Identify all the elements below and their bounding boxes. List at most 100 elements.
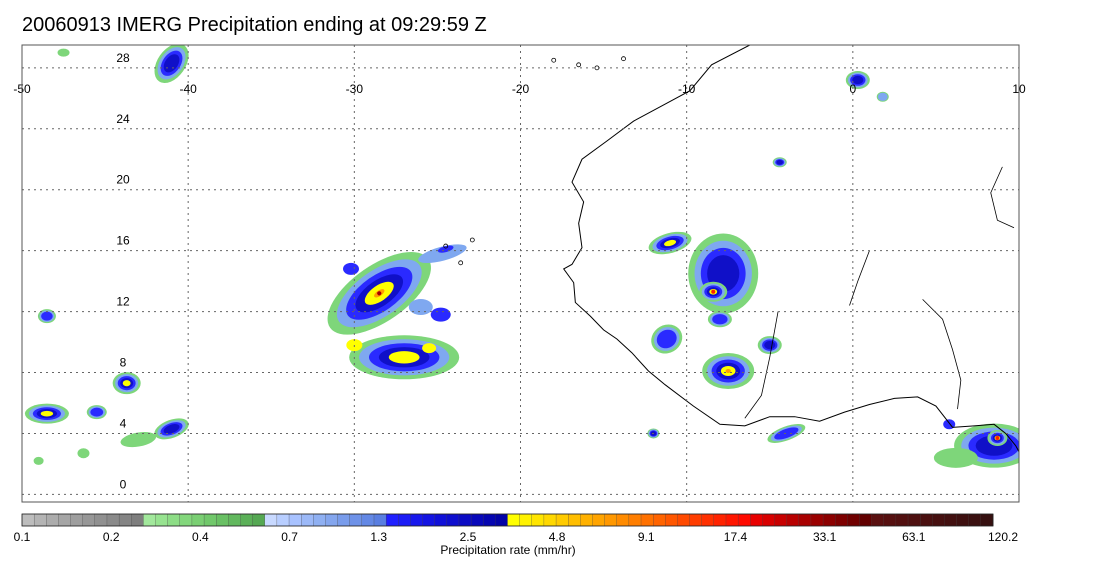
colorbar-swatch <box>895 513 909 527</box>
colorbar-swatch <box>762 513 775 527</box>
colorbar-swatch <box>191 513 205 527</box>
lat-tick-label: 16 <box>116 234 130 248</box>
colorbar-swatch <box>288 513 302 527</box>
colorbar-swatch <box>167 513 181 527</box>
rain-cell <box>725 368 731 373</box>
colorbar-swatch <box>276 513 290 527</box>
colorbar-tick-label: 0.4 <box>192 530 209 544</box>
rain-cell <box>422 343 437 354</box>
colorbar-swatch <box>446 513 460 527</box>
rain-cell <box>408 299 433 316</box>
colorbar-swatch <box>82 513 96 527</box>
coastline <box>443 45 1019 452</box>
colorbar-swatch <box>252 513 266 527</box>
colorbar-swatch <box>203 513 217 527</box>
colorbar-tick-label: 0.1 <box>14 530 31 544</box>
lat-tick-label: 28 <box>116 51 130 65</box>
colorbar-swatch <box>434 513 448 527</box>
rain-cell <box>774 427 799 440</box>
rain-cell <box>712 314 728 325</box>
colorbar-swatch <box>131 513 144 527</box>
colorbar-swatch <box>932 513 945 527</box>
colorbar-swatch <box>470 513 484 527</box>
colorbar-swatch <box>361 513 375 527</box>
rain-cell <box>343 262 360 275</box>
rain-cell <box>90 407 104 417</box>
colorbar-swatch <box>750 513 763 527</box>
inland-water-line <box>990 166 1015 229</box>
rain-cell <box>430 307 451 322</box>
island-outline <box>469 237 475 243</box>
colorbar-swatch <box>264 513 278 527</box>
colorbar-swatch <box>580 513 593 527</box>
colorbar-swatch <box>822 513 836 527</box>
rain-cell <box>77 448 90 459</box>
rain-cell <box>877 92 888 101</box>
colorbar-swatch <box>33 513 47 527</box>
rain-cell <box>852 75 864 85</box>
colorbar-swatch <box>495 513 508 527</box>
colorbar-swatch <box>216 513 229 527</box>
lon-tick-label: -30 <box>346 82 364 96</box>
rain-cell <box>664 239 677 247</box>
colorbar-frame <box>21 513 994 527</box>
colorbar-swatch <box>422 513 436 527</box>
colorbar-swatch <box>968 513 982 527</box>
colorbar-swatch <box>737 513 751 527</box>
colorbar-tick-label: 17.4 <box>724 530 748 544</box>
colorbar-label: Precipitation rate (mm/hr) <box>440 543 575 557</box>
colorbar-swatch <box>628 513 642 527</box>
colorbar-tick-label: 0.7 <box>281 530 298 544</box>
rain-cell <box>57 48 70 57</box>
colorbar-tick-label: 33.1 <box>813 530 837 544</box>
colorbar-swatch <box>956 513 970 527</box>
lon-tick-label: -10 <box>678 82 696 96</box>
rain-cell <box>163 424 180 434</box>
colorbar-swatch <box>410 513 423 527</box>
colorbar-swatch <box>944 513 958 527</box>
colorbar-swatch <box>507 513 521 527</box>
colorbar-swatch <box>349 513 363 527</box>
map-border <box>21 44 1020 503</box>
colorbar-swatch <box>118 513 132 527</box>
rain-cell <box>41 311 53 321</box>
colorbar-tick-label: 0.2 <box>103 530 120 544</box>
inland-water-line <box>744 311 779 419</box>
colorbar-swatch <box>70 513 84 527</box>
lon-tick-label: 0 <box>849 82 856 96</box>
colorbar-swatch <box>531 513 545 527</box>
colorbar-swatch <box>46 513 59 527</box>
colorbar-swatch <box>592 513 606 527</box>
colorbar-swatch <box>385 513 399 527</box>
colorbar-swatch <box>677 513 691 527</box>
colorbar-swatch <box>665 513 678 527</box>
colorbar-swatch <box>301 513 314 527</box>
colorbar-swatch <box>616 513 630 527</box>
colorbar-tick-label: 63.1 <box>902 530 926 544</box>
rain-cell <box>764 340 776 350</box>
colorbar-swatch <box>58 513 71 527</box>
lat-tick-label: 24 <box>116 112 130 126</box>
colorbar-swatch <box>786 513 800 527</box>
rain-cell <box>40 410 54 417</box>
graticule <box>22 45 1019 502</box>
colorbar-swatch <box>155 513 169 527</box>
colorbar-swatch <box>21 513 35 527</box>
island-outline <box>576 62 582 68</box>
colorbar-swatch <box>240 513 254 527</box>
colorbar: 0.1 0.2 0.4 0.7 1.3 2.5 4.8 9.1 17.4 33.1 63.1 120.… <box>14 513 1018 544</box>
colorbar-swatch <box>325 513 339 527</box>
colorbar-swatch <box>798 513 812 527</box>
colorbar-swatch <box>543 513 557 527</box>
lon-tick-label: -20 <box>512 82 530 96</box>
colorbar-swatch <box>94 513 108 527</box>
inland-water-line <box>922 299 962 410</box>
colorbar-swatch <box>179 513 193 527</box>
colorbar-swatch <box>483 513 496 527</box>
lat-tick-label: 12 <box>116 295 130 309</box>
colorbar-swatch <box>810 513 824 527</box>
rain-cell <box>418 244 467 264</box>
colorbar-swatch <box>907 513 921 527</box>
colorbar-swatch <box>725 513 739 527</box>
